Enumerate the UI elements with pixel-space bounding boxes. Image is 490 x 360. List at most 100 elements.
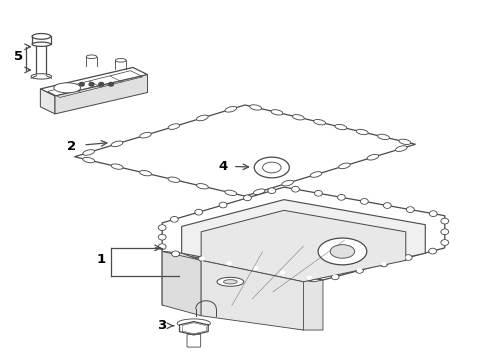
Ellipse shape — [83, 150, 95, 155]
Polygon shape — [40, 89, 55, 114]
Circle shape — [356, 267, 364, 273]
Circle shape — [89, 82, 94, 86]
Ellipse shape — [225, 107, 237, 112]
Circle shape — [429, 248, 437, 254]
Circle shape — [315, 190, 322, 196]
Ellipse shape — [196, 184, 208, 189]
Circle shape — [79, 82, 84, 86]
Ellipse shape — [250, 105, 262, 110]
Circle shape — [431, 249, 435, 252]
Circle shape — [225, 261, 233, 266]
Text: 2: 2 — [68, 140, 76, 153]
Polygon shape — [179, 321, 208, 335]
Circle shape — [195, 209, 202, 215]
Ellipse shape — [177, 319, 210, 328]
Ellipse shape — [168, 177, 180, 183]
Circle shape — [441, 229, 449, 235]
Circle shape — [268, 188, 276, 194]
Circle shape — [443, 241, 447, 244]
Circle shape — [308, 276, 312, 279]
Text: 4: 4 — [219, 160, 228, 173]
Ellipse shape — [314, 120, 325, 125]
Circle shape — [406, 207, 414, 212]
Ellipse shape — [378, 134, 390, 140]
Circle shape — [197, 211, 201, 213]
Circle shape — [244, 195, 251, 201]
Ellipse shape — [254, 157, 289, 178]
Circle shape — [173, 252, 177, 255]
Ellipse shape — [86, 55, 97, 59]
Ellipse shape — [318, 238, 367, 265]
Text: 5: 5 — [14, 50, 23, 63]
Circle shape — [198, 256, 206, 261]
Ellipse shape — [356, 129, 368, 135]
Circle shape — [160, 226, 164, 229]
Circle shape — [270, 189, 274, 192]
Polygon shape — [40, 67, 147, 96]
Ellipse shape — [32, 42, 50, 46]
Circle shape — [331, 274, 339, 280]
Circle shape — [172, 218, 176, 221]
Ellipse shape — [32, 33, 50, 39]
Circle shape — [306, 275, 314, 280]
Circle shape — [431, 212, 435, 215]
Circle shape — [380, 261, 388, 267]
Polygon shape — [201, 210, 406, 282]
Circle shape — [158, 234, 166, 240]
Ellipse shape — [223, 280, 237, 284]
Circle shape — [441, 240, 449, 246]
Polygon shape — [182, 200, 425, 278]
Polygon shape — [162, 187, 445, 280]
Ellipse shape — [282, 180, 294, 186]
Circle shape — [404, 255, 412, 260]
Circle shape — [408, 208, 412, 211]
Circle shape — [317, 192, 320, 195]
Ellipse shape — [196, 115, 208, 121]
Ellipse shape — [395, 146, 407, 152]
Ellipse shape — [140, 132, 151, 138]
Circle shape — [363, 200, 367, 203]
Polygon shape — [162, 251, 323, 330]
Circle shape — [158, 244, 166, 249]
Circle shape — [294, 188, 297, 190]
Ellipse shape — [330, 245, 355, 258]
Circle shape — [382, 262, 386, 265]
Circle shape — [281, 271, 285, 274]
FancyBboxPatch shape — [187, 334, 201, 347]
Polygon shape — [74, 105, 416, 196]
Circle shape — [441, 218, 449, 224]
Polygon shape — [201, 260, 303, 330]
Circle shape — [333, 275, 337, 278]
Circle shape — [200, 257, 204, 260]
Ellipse shape — [225, 190, 237, 195]
Ellipse shape — [31, 74, 51, 79]
Circle shape — [227, 262, 231, 265]
Circle shape — [361, 199, 368, 204]
Circle shape — [245, 197, 249, 199]
Ellipse shape — [310, 172, 322, 177]
Circle shape — [158, 225, 166, 230]
Circle shape — [279, 270, 287, 276]
Ellipse shape — [335, 125, 347, 130]
Ellipse shape — [116, 59, 126, 62]
Ellipse shape — [399, 139, 411, 144]
Circle shape — [252, 265, 260, 271]
Circle shape — [406, 256, 410, 259]
Ellipse shape — [217, 277, 244, 286]
Ellipse shape — [83, 157, 95, 163]
Circle shape — [219, 202, 227, 208]
Circle shape — [254, 267, 258, 270]
Circle shape — [171, 216, 178, 222]
Circle shape — [99, 82, 104, 86]
Ellipse shape — [263, 162, 281, 173]
Circle shape — [384, 203, 391, 208]
Circle shape — [386, 204, 389, 207]
Polygon shape — [162, 251, 182, 305]
Circle shape — [338, 194, 345, 200]
Circle shape — [358, 269, 362, 272]
Ellipse shape — [140, 171, 151, 176]
Ellipse shape — [367, 154, 379, 160]
Polygon shape — [162, 251, 201, 316]
Text: 3: 3 — [158, 319, 167, 332]
Circle shape — [443, 230, 447, 233]
